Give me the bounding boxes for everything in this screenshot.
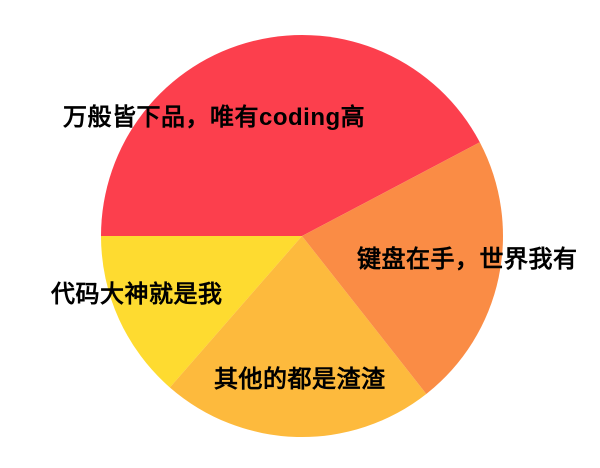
pie-slice-2 xyxy=(169,236,427,438)
slice-label-bottom: 其他的都是渣渣 xyxy=(214,366,386,393)
pie-slice-0 xyxy=(101,35,480,236)
slice-label-top: 万般皆下品，唯有coding高 xyxy=(63,104,366,131)
slice-label-right: 键盘在手，世界我有 xyxy=(357,246,578,273)
pie-slice-3 xyxy=(302,142,503,394)
pie-slice-1 xyxy=(101,236,302,388)
slice-label-left: 代码大神就是我 xyxy=(51,281,223,308)
